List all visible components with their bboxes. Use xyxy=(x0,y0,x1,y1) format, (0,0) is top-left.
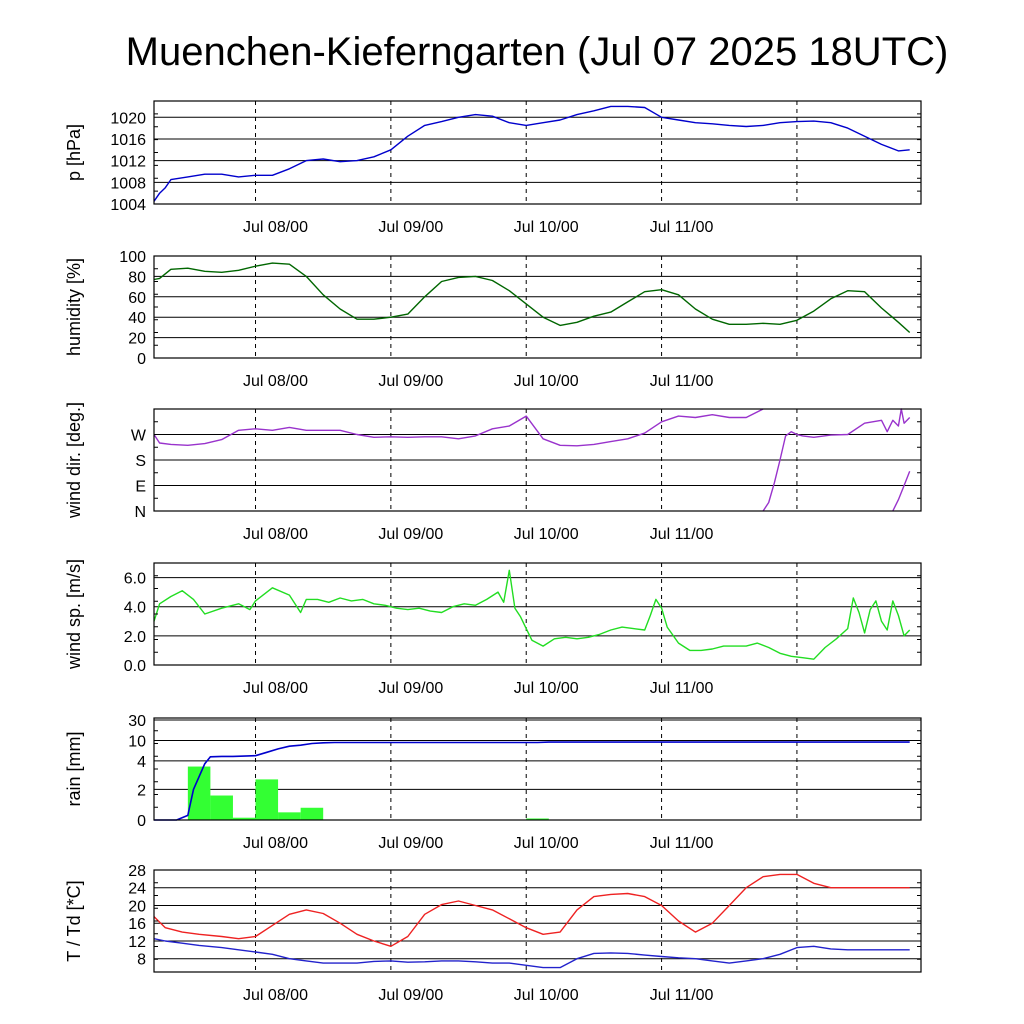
y-tick-label: 60 xyxy=(128,290,146,307)
panel-5: 0 2 4 10 30 Jul 08/00 Jul 09/00 Jul 10/00 Jul 11… xyxy=(64,713,922,852)
x-tick-label: Jul 10/00 xyxy=(514,987,579,1004)
y-tick-label: 1004 xyxy=(110,197,146,214)
y-tick-label: 10 xyxy=(128,733,146,750)
series-line-1 xyxy=(153,262,911,334)
x-tick-label: Jul 09/00 xyxy=(378,219,443,236)
series-line-1 xyxy=(153,105,910,202)
rain-bar xyxy=(232,817,256,820)
x-tick-label: Jul 08/00 xyxy=(243,219,308,236)
x-tick-label: Jul 11/00 xyxy=(650,219,714,236)
x-tick-label: Jul 08/00 xyxy=(243,680,308,697)
x-tick-label: Jul 11/00 xyxy=(650,987,714,1004)
x-tick-label: Jul 08/00 xyxy=(243,373,308,390)
y-tick-label: 1020 xyxy=(110,110,146,127)
rain-bar xyxy=(300,807,324,820)
y-tick-label: 20 xyxy=(128,898,146,915)
x-tick-label: Jul 10/00 xyxy=(514,680,579,697)
x-tick-label: Jul 10/00 xyxy=(514,526,579,543)
rain-cumulative-line xyxy=(154,741,910,821)
y-tick-label: 0.0 xyxy=(124,658,146,675)
y-tick-label: 30 xyxy=(128,713,146,730)
y-tick-label: 4.0 xyxy=(124,600,146,617)
y-tick-label: W xyxy=(131,428,147,445)
rain-bar xyxy=(210,795,233,820)
x-tick-label: Jul 08/00 xyxy=(243,835,308,852)
panel-4: 0.0 2.0 4.0 6.0 Jul 08/00 Jul 09/00 Jul 10/00 J… xyxy=(64,559,922,697)
y-tick-label: 1012 xyxy=(110,154,146,171)
series-line-2 xyxy=(153,938,910,969)
y-tick-label: 6.0 xyxy=(124,571,146,588)
y-tick-label: 80 xyxy=(128,269,146,286)
y-tick-label: 24 xyxy=(128,881,146,898)
series-line-1 xyxy=(153,569,911,660)
y-tick-label: N xyxy=(134,504,146,521)
x-tick-label: Jul 08/00 xyxy=(243,526,308,543)
series-line-3 xyxy=(892,471,911,512)
y-tick-label: 12 xyxy=(128,934,146,951)
y-tick-label: 20 xyxy=(128,331,146,348)
y-axis-label: humidity [%] xyxy=(64,258,84,356)
x-tick-label: Jul 09/00 xyxy=(378,987,443,1004)
rain-bar xyxy=(255,779,279,820)
y-tick-label: S xyxy=(135,453,146,470)
y-tick-label: 16 xyxy=(128,916,146,933)
x-tick-label: Jul 11/00 xyxy=(650,526,714,543)
x-tick-label: Jul 11/00 xyxy=(650,835,714,852)
y-axis-label: rain [mm] xyxy=(64,731,84,806)
x-tick-label: Jul 10/00 xyxy=(514,835,579,852)
x-tick-label: Jul 09/00 xyxy=(378,835,443,852)
series-line-1 xyxy=(153,408,764,447)
y-axis-label: T / Td [*C] xyxy=(64,880,84,961)
panel-frame xyxy=(153,562,922,666)
y-tick-label: 1008 xyxy=(110,175,146,192)
y-tick-label: 100 xyxy=(119,249,146,266)
panel-frame xyxy=(153,100,922,205)
x-tick-label: Jul 10/00 xyxy=(514,219,579,236)
series-line-1 xyxy=(153,873,910,947)
y-tick-label: 40 xyxy=(128,310,146,327)
x-tick-label: Jul 11/00 xyxy=(650,680,714,697)
rain-bar xyxy=(187,766,211,820)
y-tick-label: 0 xyxy=(137,813,146,830)
panel-2: 0 20 40 60 80 100 Jul 08/00 Jul 09/00 Jul 10/00 J… xyxy=(64,249,922,390)
y-tick-label: E xyxy=(135,479,146,496)
y-tick-label: 2 xyxy=(137,782,146,799)
y-axis-label: wind dir. [deg.] xyxy=(64,402,84,519)
y-tick-label: 1016 xyxy=(110,132,146,149)
y-tick-label: 8 xyxy=(137,952,146,969)
x-tick-label: Jul 09/00 xyxy=(378,680,443,697)
panel-1: 1004 1008 1012 1016 1020 Jul 08/00 Jul 09/00 Ju… xyxy=(64,100,922,236)
chart-title: Muenchen-Kieferngarten (Jul 07 2025 18UT… xyxy=(126,30,949,74)
x-tick-label: Jul 09/00 xyxy=(378,373,443,390)
rain-bar xyxy=(526,818,549,820)
panel-frame xyxy=(153,869,922,973)
series-line-2 xyxy=(762,408,911,512)
x-tick-label: Jul 10/00 xyxy=(514,373,579,390)
y-tick-label: 28 xyxy=(128,863,146,880)
rain-bar xyxy=(278,812,301,820)
y-axis-label: wind sp. [m/s] xyxy=(64,559,84,670)
x-tick-label: Jul 08/00 xyxy=(243,987,308,1004)
y-axis-label: p [hPa] xyxy=(64,124,84,181)
panel-frame xyxy=(153,255,922,359)
x-tick-label: Jul 09/00 xyxy=(378,526,443,543)
y-tick-label: 4 xyxy=(137,754,146,771)
y-tick-label: 2.0 xyxy=(124,629,146,646)
x-tick-label: Jul 11/00 xyxy=(650,373,714,390)
y-tick-label: 0 xyxy=(137,351,146,368)
